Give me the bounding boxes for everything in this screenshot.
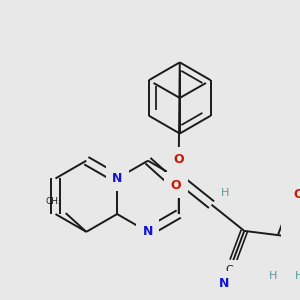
Text: O: O (171, 178, 181, 191)
Text: H: H (295, 271, 300, 281)
Text: N: N (218, 277, 229, 290)
Text: N: N (143, 225, 153, 238)
Text: O: O (173, 153, 184, 166)
Text: H: H (269, 271, 278, 281)
Text: CH₃: CH₃ (45, 196, 62, 206)
Text: O: O (293, 188, 300, 201)
Text: H: H (220, 188, 229, 198)
Text: N: N (112, 172, 122, 185)
Text: C: C (225, 265, 233, 275)
